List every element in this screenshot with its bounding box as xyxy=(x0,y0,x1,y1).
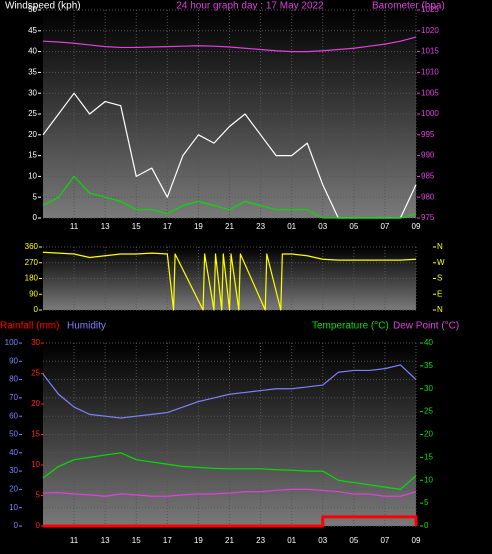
y-tick-label: 70 xyxy=(9,393,18,402)
x-tick-label: 09 xyxy=(412,222,421,231)
y2-tick-label: 15 xyxy=(424,452,433,461)
x-tick-label: 23 xyxy=(256,536,265,545)
y2-tick-label: 1020 xyxy=(421,26,439,35)
y2-tick-label: 1025 xyxy=(421,5,439,14)
y-tick-label: 40 xyxy=(9,448,18,457)
y3-tick-label: 5 xyxy=(36,491,41,500)
y-tick-label: 50 xyxy=(28,5,37,14)
y-tick-label: 50 xyxy=(9,430,18,439)
y2-tick-label: 985 xyxy=(421,172,435,181)
legend-label: Barometer (hpa) xyxy=(372,1,445,12)
y-tick-label: 270 xyxy=(25,258,39,267)
y-tick-label: 180 xyxy=(25,274,39,283)
x-tick-label: 21 xyxy=(225,536,234,545)
x-tick-label: 15 xyxy=(132,536,141,545)
x-tick-label: 09 xyxy=(412,536,421,545)
x-tick-label: 17 xyxy=(163,222,172,231)
y-tick-label: 20 xyxy=(28,130,37,139)
y2-tick-label: W xyxy=(437,258,445,267)
x-tick-label: 19 xyxy=(194,222,203,231)
y-tick-label: 90 xyxy=(9,356,18,365)
legend-label: Dew Point (°C) xyxy=(393,321,459,332)
y-tick-label: 35 xyxy=(28,68,37,77)
y-tick-label: 0 xyxy=(34,305,39,314)
y-tick-label: 5 xyxy=(33,192,38,201)
x-tick-label: 07 xyxy=(380,536,389,545)
series-line xyxy=(42,364,417,419)
y2-tick-label: 20 xyxy=(424,430,433,439)
y-tick-label: 10 xyxy=(9,503,18,512)
y3-tick-label: 25 xyxy=(31,369,40,378)
x-tick-label: 05 xyxy=(349,536,358,545)
y3-tick-label: 30 xyxy=(31,338,40,347)
y3-tick-label: 15 xyxy=(31,430,40,439)
x-tick-label: 03 xyxy=(318,222,327,231)
y2-tick-label: 10 xyxy=(424,475,433,484)
x-tick-label: 07 xyxy=(380,222,389,231)
x-tick-label: 01 xyxy=(287,222,296,231)
series-line xyxy=(42,452,417,490)
y3-tick-label: 10 xyxy=(31,460,40,469)
y2-tick-label: 1015 xyxy=(421,47,439,56)
y2-tick-label: S xyxy=(437,274,442,283)
y-tick-label: 40 xyxy=(28,47,37,56)
y3-tick-label: 0 xyxy=(36,521,41,530)
y-tick-label: 0 xyxy=(14,521,19,530)
series-line xyxy=(42,488,417,497)
y-tick-label: 0 xyxy=(33,213,38,222)
y2-tick-label: 1010 xyxy=(421,68,439,77)
x-tick-label: 05 xyxy=(349,222,358,231)
x-tick-label: 17 xyxy=(163,536,172,545)
y-tick-label: 80 xyxy=(9,375,18,384)
y-tick-label: 60 xyxy=(9,411,18,420)
y2-tick-label: 5 xyxy=(424,498,429,507)
legend-label: Rainfall (mm) xyxy=(0,321,59,332)
y-tick-label: 90 xyxy=(29,289,38,298)
y-tick-label: 30 xyxy=(28,88,37,97)
x-tick-label: 21 xyxy=(225,222,234,231)
y-tick-label: 20 xyxy=(9,485,18,494)
y-tick-label: 360 xyxy=(25,242,39,251)
y2-tick-label: 25 xyxy=(424,407,433,416)
y2-tick-label: E xyxy=(437,289,442,298)
chart-title: 24 hour graph day : 17 May 2022 xyxy=(176,1,324,12)
y2-tick-label: N xyxy=(437,242,443,251)
y2-tick-label: 975 xyxy=(421,213,435,222)
series-line xyxy=(42,175,417,219)
legend-label: Humidity xyxy=(67,321,106,332)
legend-label: Windspeed (kph) xyxy=(5,1,81,12)
y2-tick-label: 990 xyxy=(421,151,435,160)
x-tick-label: 15 xyxy=(132,222,141,231)
x-tick-label: 03 xyxy=(318,536,327,545)
y3-tick-label: 20 xyxy=(31,399,40,408)
series-line xyxy=(42,36,417,53)
y-tick-label: 30 xyxy=(9,466,18,475)
y-tick-label: 15 xyxy=(28,151,37,160)
x-tick-label: 23 xyxy=(256,222,265,231)
y2-tick-label: 995 xyxy=(421,130,435,139)
y2-tick-label: 30 xyxy=(424,384,433,393)
y2-tick-label: 1005 xyxy=(421,88,439,97)
legend-label: Temperature (°C) xyxy=(312,321,389,332)
x-tick-label: 01 xyxy=(287,536,296,545)
x-tick-label: 19 xyxy=(194,536,203,545)
y2-tick-label: 40 xyxy=(424,338,433,347)
y2-tick-label: 1000 xyxy=(421,109,439,118)
y-tick-label: 25 xyxy=(28,109,37,118)
y2-tick-label: N xyxy=(437,305,443,314)
x-tick-label: 11 xyxy=(70,536,79,545)
y2-tick-label: 0 xyxy=(424,521,429,530)
x-tick-label: 11 xyxy=(70,222,79,231)
y-tick-label: 45 xyxy=(28,26,37,35)
x-tick-label: 13 xyxy=(101,222,110,231)
y2-tick-label: 35 xyxy=(424,361,433,370)
y-tick-label: 10 xyxy=(28,172,37,181)
series-line xyxy=(42,251,417,311)
x-tick-label: 13 xyxy=(101,536,110,545)
y-tick-label: 100 xyxy=(5,338,19,347)
y2-tick-label: 980 xyxy=(421,192,435,201)
series-line xyxy=(43,515,418,528)
